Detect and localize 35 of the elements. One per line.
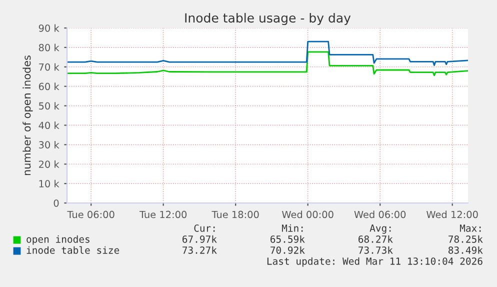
text: 70.92k [270, 246, 305, 254]
y-tick-label: 20 k [38, 160, 60, 168]
text: 83.49k [448, 246, 483, 254]
y-tick-label: 40 k [38, 122, 60, 130]
legend-label: inode table size [26, 246, 120, 254]
x-tick-label: Tue 18:00 [212, 210, 259, 218]
text: 78.25k [448, 235, 483, 243]
line-series [67, 51, 468, 76]
x-tick-label: Wed 00:00 [282, 210, 334, 218]
text: Max: [460, 224, 481, 232]
text: Min: [282, 224, 303, 232]
y-tick-label: 70 k [39, 63, 60, 71]
text: Last update: Wed Mar 11 13:10:04 2026 [267, 257, 482, 267]
line-series [67, 40, 468, 66]
y-tick-label: 60 k [38, 82, 60, 90]
text: Avg: [370, 224, 391, 234]
text: Cur: [194, 224, 215, 232]
y-tick-label: 90 k [38, 24, 60, 32]
y-axis-title: number of open inodes [22, 56, 33, 176]
x-tick-label: Wed 12:00 [426, 210, 478, 218]
x-tick-label: Wed 06:00 [354, 210, 406, 218]
y-tick-label: 10 k [39, 180, 60, 188]
y-tick-label: 30 k [39, 140, 60, 148]
legend-label: open inodes [26, 235, 90, 245]
x-tick-label: Tue 12:00 [139, 210, 187, 218]
x-tick-label: Tue 06:00 [67, 210, 114, 218]
chart-title: Inode table usage - by day [185, 12, 351, 26]
y-tick-label: 80 k [38, 44, 60, 52]
text: 65.59k [270, 235, 305, 243]
text: 73.27k [182, 246, 217, 254]
text: 68.27k [358, 235, 393, 243]
y-tick-label: 0 [54, 199, 59, 207]
y-tick-label: 50 k [39, 102, 60, 110]
text: 67.97k [182, 235, 217, 243]
text: 73.73k [358, 246, 393, 254]
